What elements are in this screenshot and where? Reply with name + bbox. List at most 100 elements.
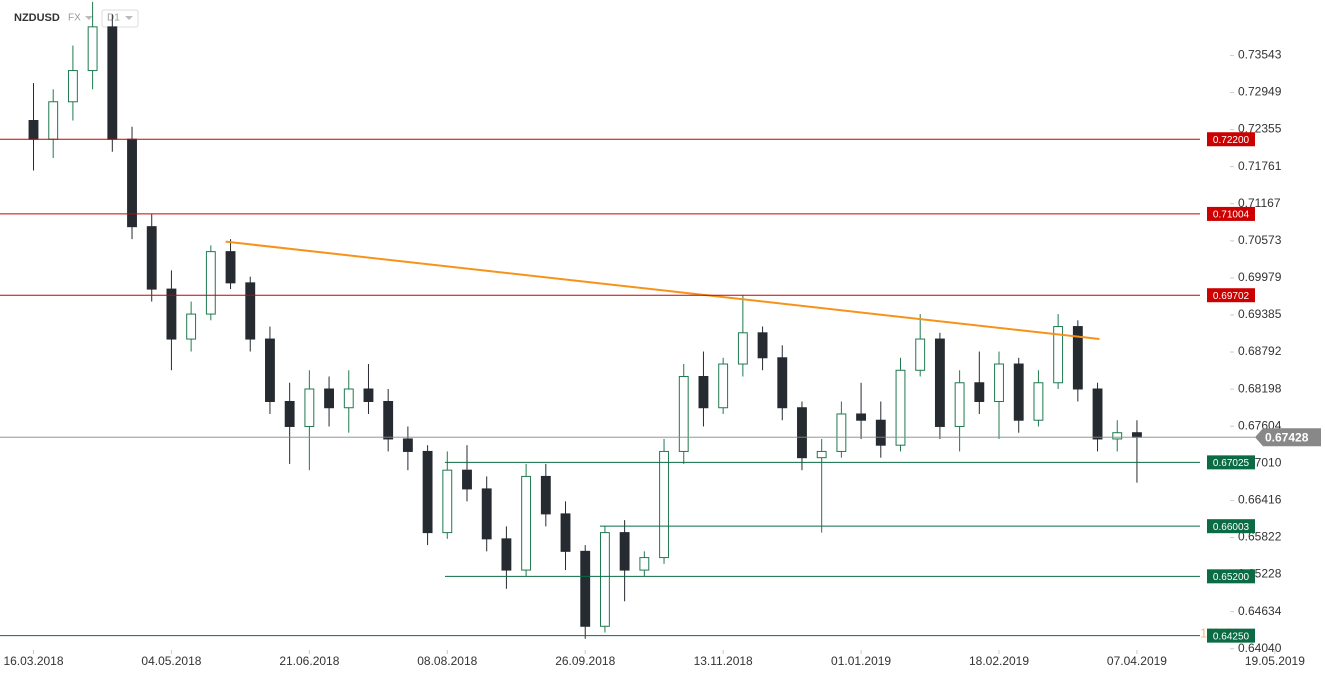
candle-body <box>1053 326 1064 384</box>
candle-body <box>875 419 886 446</box>
current-price-label: 0.67428 <box>1265 430 1309 444</box>
level-label: 0.72200 <box>1213 135 1250 146</box>
candle-body <box>265 338 275 402</box>
y-tick-label: 0.72949 <box>1238 85 1282 99</box>
candle-body <box>304 388 315 427</box>
level-tag <box>1207 519 1255 534</box>
dropdown-arrow[interactable] <box>85 16 93 20</box>
candle-body <box>836 413 847 452</box>
candle-body <box>934 338 945 427</box>
candle-body <box>28 120 39 140</box>
candle-body <box>659 450 669 559</box>
candle-body <box>639 557 650 571</box>
candle-body <box>521 475 532 571</box>
candle-body <box>678 376 689 452</box>
level-tag <box>1207 455 1255 470</box>
candle-body <box>777 357 788 409</box>
level-tag <box>1207 569 1255 584</box>
candle-body <box>1072 326 1083 390</box>
candle-body <box>974 382 985 402</box>
candle-body <box>67 70 78 103</box>
candle-body <box>915 338 926 371</box>
candle-body <box>363 388 374 402</box>
candle-body <box>757 332 768 359</box>
candle-body <box>166 288 177 340</box>
candle-body <box>1132 432 1142 438</box>
candle-body <box>87 26 98 72</box>
y-tick-label: 0.68198 <box>1238 381 1282 395</box>
x-tick-label: 18.02.2019 <box>969 654 1029 668</box>
y-tick-label: 0.73543 <box>1238 48 1282 62</box>
y-tick-label: 0.71761 <box>1238 159 1282 173</box>
x-tick-label: 01.01.2019 <box>831 654 891 668</box>
candle-body <box>1112 432 1123 440</box>
level-label: 0.64250 <box>1213 631 1250 642</box>
level-tag <box>1207 132 1255 147</box>
level-tag <box>1207 628 1255 643</box>
candle-body <box>205 251 216 315</box>
plot-area <box>28 1 1142 639</box>
level-label: 0.71004 <box>1213 210 1250 221</box>
candle-body <box>797 407 807 459</box>
candle-body <box>402 438 413 452</box>
candle-body <box>481 488 492 540</box>
x-tick-label: 16.03.2018 <box>3 654 63 668</box>
y-tick-label: 0.66416 <box>1238 493 1282 507</box>
y-tick-label: 0.70573 <box>1238 233 1282 247</box>
trendline <box>225 240 1100 341</box>
candle-body <box>895 369 906 446</box>
candle-body <box>619 532 630 571</box>
level-tag <box>1207 206 1255 221</box>
y-tick-label: 0.69979 <box>1238 270 1282 284</box>
y-tick-label: 0.68792 <box>1238 344 1282 358</box>
candle-body <box>225 251 236 284</box>
candle-body <box>540 475 551 515</box>
current-price-tag <box>1255 428 1321 447</box>
candle-body <box>737 332 748 365</box>
y-tick-label: 0.64040 <box>1238 641 1282 655</box>
candle-body <box>245 282 256 340</box>
candle-body <box>599 532 610 627</box>
candle-body <box>994 363 1004 402</box>
x-tick-label: 07.04.2019 <box>1107 654 1167 668</box>
x-tick-label: 26.09.2018 <box>555 654 615 668</box>
candle-body <box>186 313 197 340</box>
market[interactable]: FX <box>68 13 81 24</box>
x-tick-label: 04.05.2018 <box>141 654 201 668</box>
candle-body <box>856 413 867 421</box>
level-label: 0.65200 <box>1213 572 1250 583</box>
x-tick-label: 21.06.2018 <box>279 654 339 668</box>
symbol[interactable]: NZDUSD <box>14 12 60 24</box>
candle-body <box>442 469 453 534</box>
y-tick-label: 0.64634 <box>1238 604 1282 618</box>
candle-body <box>954 382 965 427</box>
candle-body <box>324 388 334 409</box>
candle-body <box>383 400 394 440</box>
candle-body <box>284 400 295 427</box>
candle-body <box>580 550 591 627</box>
candle-body <box>698 376 709 409</box>
interval[interactable]: D1 <box>107 13 120 24</box>
dropdown-arrow[interactable] <box>125 16 133 20</box>
x-tick-label: 08.08.2018 <box>417 654 477 668</box>
candle-body <box>501 538 512 571</box>
candle-body <box>1013 363 1024 421</box>
level-tag <box>1207 288 1255 303</box>
candle-body <box>146 226 157 290</box>
candle-body <box>1092 388 1103 440</box>
interval-box[interactable] <box>101 9 139 28</box>
candle-body <box>343 388 354 409</box>
level-label: 0.69702 <box>1213 291 1250 302</box>
candle-body <box>816 450 827 459</box>
x-tick-label: 19.05.2019 <box>1245 654 1305 668</box>
candle-body <box>1033 382 1044 421</box>
level-label: 0.67025 <box>1213 458 1250 469</box>
candle-body <box>718 363 729 409</box>
candle-body <box>422 450 433 534</box>
candle-body <box>462 469 472 490</box>
level-label: 0.66003 <box>1213 522 1250 533</box>
x-tick-label: 13.11.2018 <box>694 654 753 668</box>
candle-body <box>560 513 571 552</box>
candle-body <box>107 26 118 140</box>
